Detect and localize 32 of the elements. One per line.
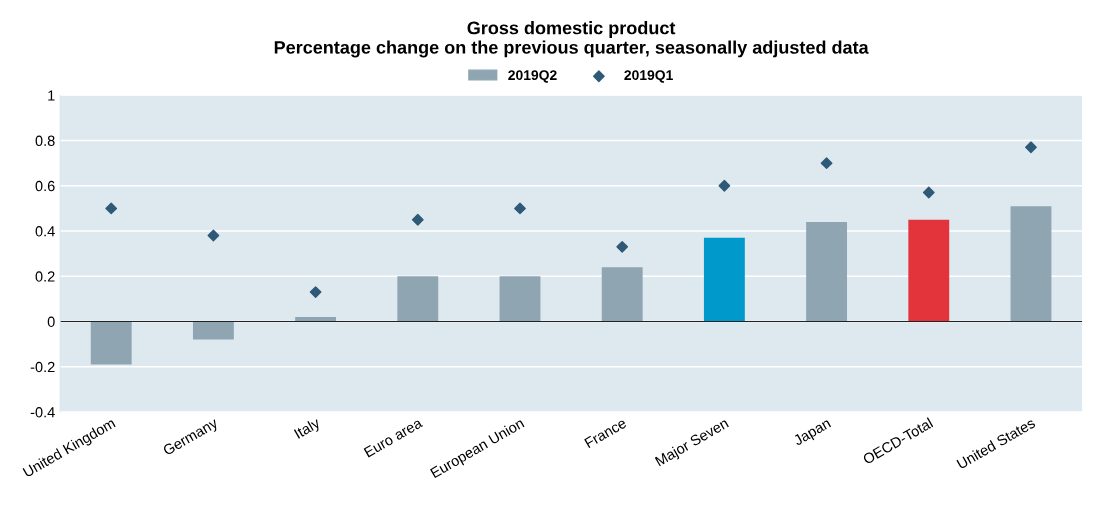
point: [411, 213, 424, 226]
point: [718, 179, 731, 192]
y-tick-label: -0.2: [30, 361, 55, 373]
point: [922, 186, 935, 199]
point: [309, 286, 322, 298]
point: [820, 157, 833, 170]
bar: [90, 321, 132, 365]
point: [616, 240, 629, 253]
bar: [397, 276, 439, 322]
x-tick-label: Italy: [293, 416, 323, 442]
point: [207, 229, 220, 242]
y-tick-label: 1: [48, 90, 55, 101]
x-tick-label: Euro area: [363, 417, 424, 458]
bar: [1010, 206, 1052, 322]
bar: [499, 276, 541, 322]
legend-label: 2019Q2: [508, 70, 557, 83]
chart-title: Gross domestic product Percentage change on the previous quarter, seasonally adjusted data: [274, 21, 869, 58]
bar: [192, 321, 234, 340]
legend-label: 2019Q1: [624, 70, 673, 83]
bar: [703, 237, 745, 322]
point: [514, 202, 526, 215]
y-tick-label: 0.6: [35, 180, 55, 192]
point: [1025, 141, 1037, 154]
y-tick-label: 0.4: [35, 226, 55, 237]
point: [105, 202, 118, 215]
bar: [908, 219, 950, 322]
bar: [601, 267, 643, 322]
y-tick-label: 0.8: [35, 135, 55, 146]
y-tick-label: -0.4: [30, 407, 55, 418]
y-tick-label: 0.2: [35, 271, 55, 282]
y-tick-label: 0: [47, 316, 55, 327]
bar: [806, 221, 848, 322]
